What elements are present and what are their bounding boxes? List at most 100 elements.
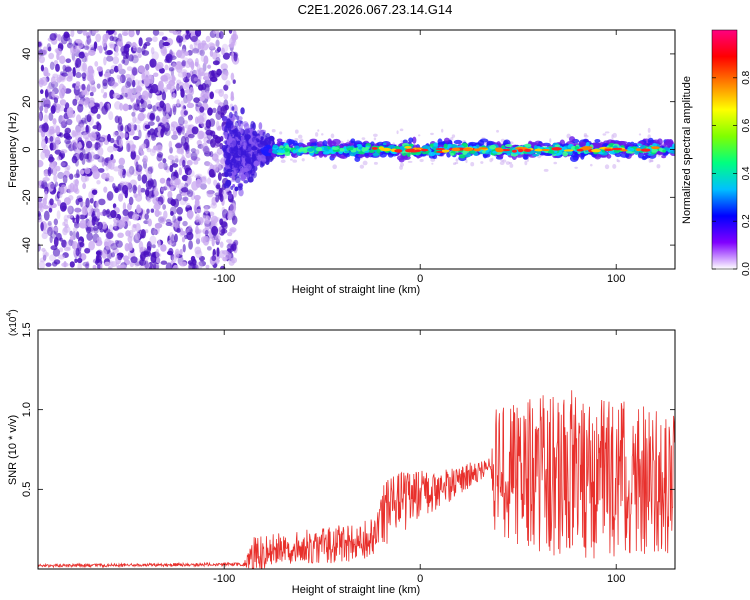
spectrogram-noise-speck <box>138 129 142 139</box>
spectrogram-noise-speck <box>132 105 138 113</box>
spectrogram-noise-speck <box>188 224 192 230</box>
spectrogram-noise-speck <box>41 179 48 189</box>
spectrogram-noise-speck <box>102 208 107 217</box>
spectrogram-noise-speck <box>146 245 152 253</box>
spectrogram-noise-speck <box>126 77 133 87</box>
spectrogram-noise-speck <box>231 51 235 62</box>
spectrogram-noise-speck <box>85 125 91 134</box>
spectrogram-noise-speck <box>226 210 233 218</box>
spectrogram-noise-speck <box>127 142 131 151</box>
spectrogram-noise-speck <box>193 40 198 48</box>
snr-x-tick-label: -100 <box>213 573 235 585</box>
spectrogram-noise-speck <box>107 240 115 247</box>
spectrogram-noise-speck <box>48 156 55 163</box>
spectrogram-band-outer <box>625 153 630 158</box>
spectrogram-transition-speck <box>252 122 256 131</box>
spectrogram-noise-speck <box>190 60 195 71</box>
spectrogram-noise-speck <box>57 171 65 179</box>
spectrogram-band-mid <box>533 145 538 151</box>
spectrogram-noise-speck <box>219 135 224 142</box>
spectrogram-noise-speck <box>91 210 96 217</box>
spectrogram-band-outer <box>327 139 333 147</box>
spectrogram-noise-speck <box>153 230 157 235</box>
spectrogram-noise-speck <box>95 250 101 255</box>
spectrogram-noise-speck <box>132 135 140 141</box>
spectrogram-noise-speck <box>180 88 185 98</box>
spectrogram-noise-speck <box>137 53 142 59</box>
colorbar-gradient <box>711 29 738 270</box>
spectrogram-noise-speck <box>96 66 103 72</box>
spectrogram-noise-speck <box>56 74 62 84</box>
spectrogram-noise-speck <box>180 230 186 236</box>
spectrogram-x-tick-label: -100 <box>213 273 235 285</box>
spectrogram-noise-speck <box>115 45 119 53</box>
spectrogram-noise-speck <box>187 114 193 121</box>
spectrogram-band-mid <box>271 150 278 154</box>
spectrogram-noise-speck <box>72 98 78 106</box>
spectrogram-noise-speck <box>186 71 192 80</box>
snr-y-tick-label: 1.5 <box>21 322 33 337</box>
spectrogram-noise-speck <box>147 103 153 110</box>
spectrogram-band-mid <box>322 151 330 155</box>
spectrogram-noise-speck <box>216 247 220 257</box>
spectrogram-noise-speck <box>112 225 120 231</box>
spectrogram-transition-speck <box>234 110 238 117</box>
spectrogram-noise-speck <box>162 158 167 164</box>
spectrogram-band-mid <box>368 149 375 153</box>
spectrogram-noise-speck <box>169 206 177 215</box>
spectrogram-transition-speck <box>259 154 266 161</box>
spectrogram-band-mid <box>641 144 646 148</box>
spectrogram-band-core <box>534 148 544 152</box>
spectrogram-band-mid <box>323 146 328 151</box>
spectrogram-band-core <box>394 149 403 153</box>
spectrogram-noise-speck <box>62 64 67 71</box>
spectrogram-band-mid <box>658 147 664 152</box>
spectrogram-noise-speck <box>54 194 60 202</box>
spectrogram-sparse-speck <box>465 159 468 164</box>
spectrogram-transition-speck <box>237 116 243 121</box>
spectrogram-noise-speck <box>53 218 59 226</box>
spectrogram-transition-speck <box>238 188 244 197</box>
spectrogram-noise-speck <box>156 153 163 162</box>
spectrogram-transition-speck <box>241 160 247 166</box>
spectrogram-noise-speck <box>184 124 192 129</box>
spectrogram-noise-speck <box>43 99 51 109</box>
spectrogram-noise-speck <box>59 40 64 45</box>
spectrogram-noise-speck <box>85 140 93 149</box>
spectrogram-noise-speck <box>67 71 74 80</box>
spectrogram-noise-speck <box>63 132 71 139</box>
spectrogram-noise-speck <box>74 207 82 213</box>
spectrogram-noise-speck <box>195 229 202 234</box>
spectrogram-noise-speck <box>174 143 183 149</box>
spectrogram-noise-speck <box>57 34 62 42</box>
spectrogram-transition-speck <box>234 144 239 153</box>
spectrogram-noise-speck <box>55 125 61 135</box>
spectrogram-noise-speck <box>86 84 91 92</box>
spectrogram-noise-speck <box>205 162 213 167</box>
spectrogram-sparse-speck <box>373 137 377 141</box>
spectrogram-noise-speck <box>133 103 141 111</box>
colorbar-tick-label: 0.0 <box>741 262 750 276</box>
spectrogram-noise-speck <box>75 231 80 240</box>
spectrogram-noise-speck <box>166 177 172 187</box>
spectrogram-sparse-speck <box>321 133 324 136</box>
spectrogram-transition-speck <box>240 120 244 125</box>
spectrogram-band-mid <box>382 142 387 146</box>
spectrogram-band-mid <box>296 151 301 156</box>
spectrogram-noise-speck <box>98 136 106 143</box>
spectrogram-noise-speck <box>212 51 218 60</box>
spectrogram-noise-speck <box>158 39 165 50</box>
spectrogram-sparse-speck <box>602 133 607 136</box>
spectrogram-band-core <box>620 149 628 152</box>
spectrogram-noise-speck <box>82 100 88 106</box>
spectrogram-noise-speck <box>108 260 114 269</box>
spectrogram-noise-speck <box>48 112 54 121</box>
spectrogram-noise-speck <box>139 256 144 266</box>
spectrogram-noise-speck <box>178 116 185 126</box>
spectrogram-noise-speck <box>208 118 216 127</box>
spectrogram-band-mid <box>652 143 657 147</box>
spectrogram-noise-speck <box>210 76 218 83</box>
snr-series-line <box>38 390 675 569</box>
spectrogram-noise-speck <box>86 232 93 241</box>
spectrogram-noise-speck <box>194 198 200 208</box>
